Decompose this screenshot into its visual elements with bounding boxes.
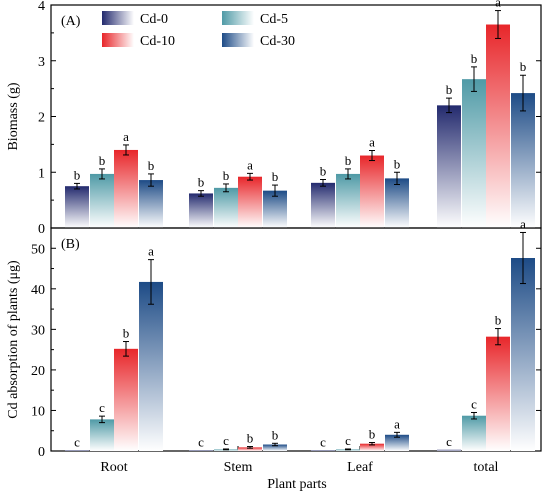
significance-label-b: a <box>520 216 526 231</box>
y-tick-label-b: 50 <box>31 242 45 257</box>
bar-a <box>311 182 335 228</box>
x-axis-title: Plant parts <box>267 477 327 492</box>
y-tick-label-b: 10 <box>31 404 45 419</box>
legend-swatch <box>222 33 254 47</box>
bar-b <box>462 415 486 451</box>
legend-swatch <box>102 33 134 47</box>
legend-label: Cd-10 <box>140 34 175 49</box>
significance-label-b: c <box>345 433 351 448</box>
y-tick-label-b: 30 <box>31 323 45 338</box>
significance-label-a: b <box>148 158 155 173</box>
legend: Cd-0 Cd-5 Cd-10 Cd-30 <box>102 11 295 49</box>
bar-a <box>385 178 409 228</box>
bar-b <box>263 444 287 451</box>
bar-b <box>65 450 89 451</box>
bar-b <box>311 450 335 451</box>
legend-swatch <box>222 11 254 25</box>
legend-swatch <box>102 11 134 25</box>
significance-label-b: c <box>320 435 326 450</box>
significance-label-a: a <box>369 135 375 150</box>
bar-a <box>65 186 89 228</box>
plot-frame-b <box>50 227 542 452</box>
legend-label: Cd-0 <box>140 12 168 27</box>
bar-b <box>139 281 163 451</box>
y-tick-label-b: 0 <box>38 445 45 460</box>
significance-label-b: b <box>369 426 376 441</box>
y-tick-label-a: 0 <box>38 222 45 237</box>
significance-label-a: b <box>99 153 106 168</box>
bar-a <box>462 79 486 229</box>
bar-a <box>511 93 535 229</box>
bar-a <box>437 105 461 228</box>
bar-a <box>486 24 510 229</box>
bar-a <box>114 149 138 228</box>
panel-b: 0 10 20 30 40 50 Cd absorption of plants (μg) (… <box>6 216 542 475</box>
significance-label-a: b <box>320 163 327 178</box>
significance-label-b: b <box>123 326 130 341</box>
significance-label-a: b <box>446 82 453 97</box>
significance-label-a: a <box>495 0 501 10</box>
bar-a <box>189 193 213 228</box>
bar-a <box>90 173 114 228</box>
panel-label-a: (A) <box>61 14 81 29</box>
bar-b <box>486 336 510 451</box>
y-tick-label-a: 2 <box>38 111 45 126</box>
bar-a <box>263 190 287 228</box>
bar-b <box>114 348 138 451</box>
x-tick-label: Stem <box>224 460 253 475</box>
significance-label-b: b <box>247 431 254 446</box>
significance-label-b: b <box>272 427 279 442</box>
legend-label: Cd-5 <box>260 12 288 27</box>
significance-label-a: b <box>198 175 205 190</box>
significance-label-a: b <box>74 167 81 182</box>
bar-b <box>511 258 535 451</box>
bar-b <box>189 450 213 451</box>
y-tick-label-a: 3 <box>38 55 45 70</box>
significance-label-b: c <box>99 400 105 415</box>
bar-a <box>336 173 360 228</box>
x-tick-label: Leaf <box>347 460 373 475</box>
significance-label-b: b <box>495 313 502 328</box>
y-axis-title-a: Biomass (g) <box>6 82 21 150</box>
significance-label-a: b <box>471 51 478 66</box>
bar-a <box>139 180 163 228</box>
bar-b <box>385 434 409 451</box>
significance-label-b: a <box>394 416 400 431</box>
significance-label-a: b <box>345 153 352 168</box>
x-tick-label: total <box>474 460 499 475</box>
x-tick-label: Root <box>100 460 127 475</box>
legend-label: Cd-30 <box>260 34 295 49</box>
y-tick-label-a: 4 <box>38 0 45 14</box>
bar-a <box>238 176 262 228</box>
significance-label-b: c <box>446 434 452 449</box>
significance-label-a: a <box>247 157 253 172</box>
significance-label-b: c <box>223 433 229 448</box>
significance-label-b: c <box>74 435 80 450</box>
y-tick-label-a: 1 <box>38 166 45 181</box>
bar-b <box>90 419 114 451</box>
significance-label-a: b <box>520 59 527 74</box>
bar-a <box>360 155 384 228</box>
y-axis-title-b: Cd absorption of plants (μg) <box>6 260 21 419</box>
significance-label-b: c <box>471 396 477 411</box>
bar-a <box>214 187 238 228</box>
significance-label-a: b <box>272 169 279 184</box>
bar-b <box>437 449 461 451</box>
y-tick-label-b: 20 <box>31 364 45 379</box>
significance-label-a: b <box>394 156 401 171</box>
significance-label-b: c <box>198 435 204 450</box>
significance-label-b: a <box>148 244 154 259</box>
bar-b <box>360 443 384 451</box>
significance-label-a: a <box>123 129 129 144</box>
panel-label-b: (B) <box>61 237 80 252</box>
bar-b <box>238 447 262 451</box>
y-tick-label-b: 40 <box>31 283 45 298</box>
significance-label-a: b <box>223 168 230 183</box>
